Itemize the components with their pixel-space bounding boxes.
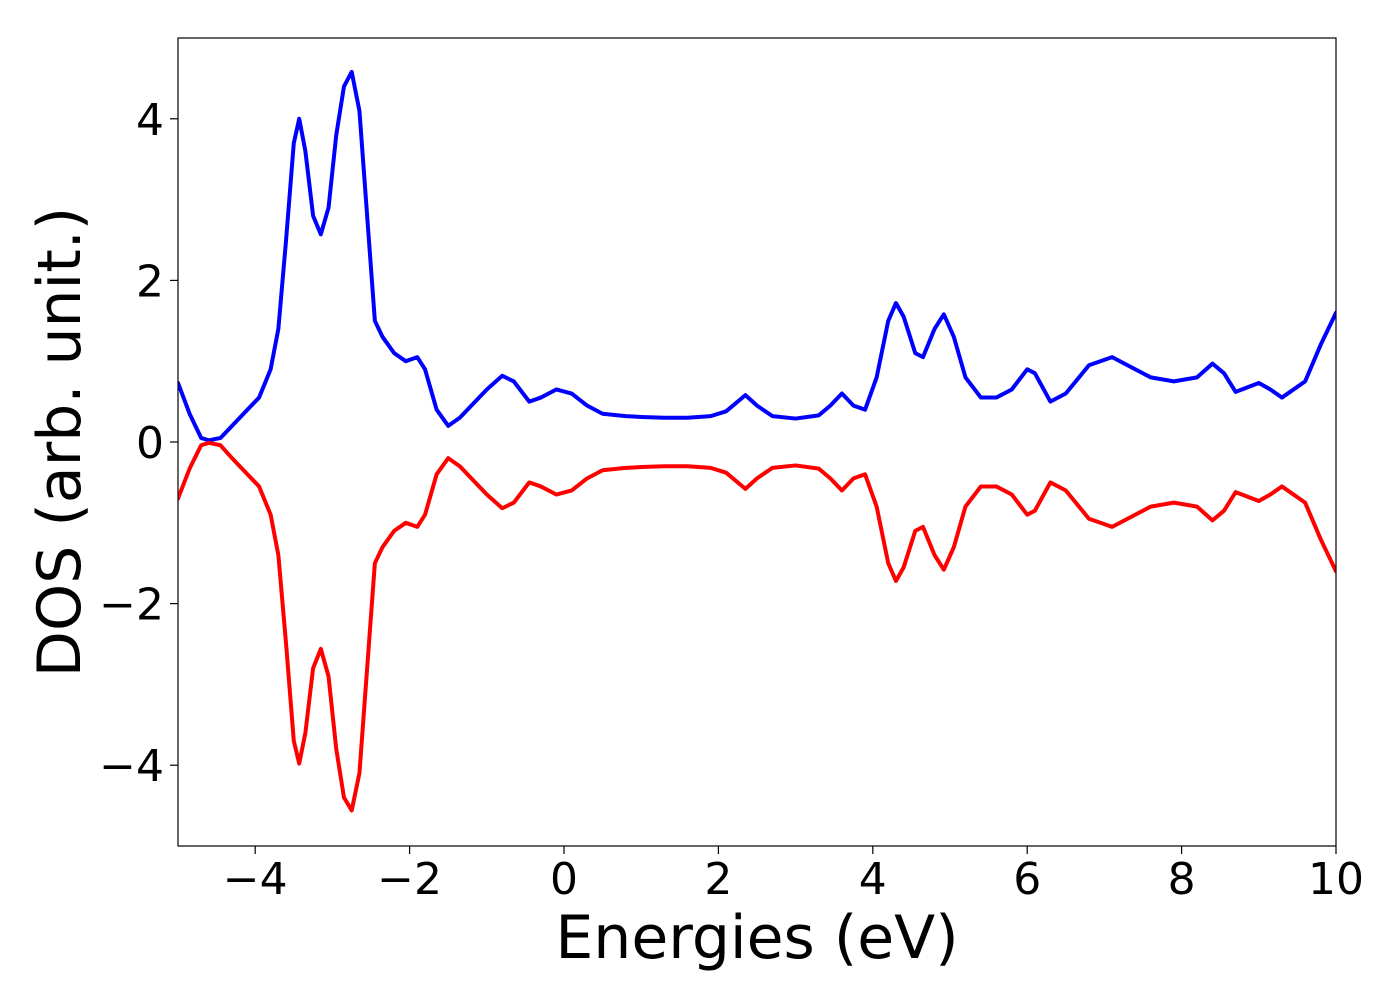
y-tick-label: −2 [99, 580, 164, 631]
x-tick-label: −4 [223, 854, 288, 905]
y-tick-label: 4 [136, 95, 164, 146]
x-tick-label: 0 [550, 854, 578, 905]
plot-frame [177, 37, 1337, 847]
y-tick-label: −4 [99, 741, 164, 792]
x-tick-label: 4 [859, 854, 887, 905]
line [178, 440, 1336, 813]
x-tick-label: 6 [1013, 854, 1041, 905]
line [178, 69, 1336, 443]
x-axis-label: Energies (eV) [555, 903, 958, 973]
x-tick-label: 8 [1168, 854, 1196, 905]
y-tick-label: 2 [136, 256, 164, 307]
x-tick-label: 2 [704, 854, 732, 905]
y-tick-label: 0 [136, 418, 164, 469]
x-tick-label: −2 [377, 854, 442, 905]
y-axis-label: DOS (arb. unit.) [25, 207, 95, 677]
x-tick-label: 10 [1308, 854, 1364, 905]
